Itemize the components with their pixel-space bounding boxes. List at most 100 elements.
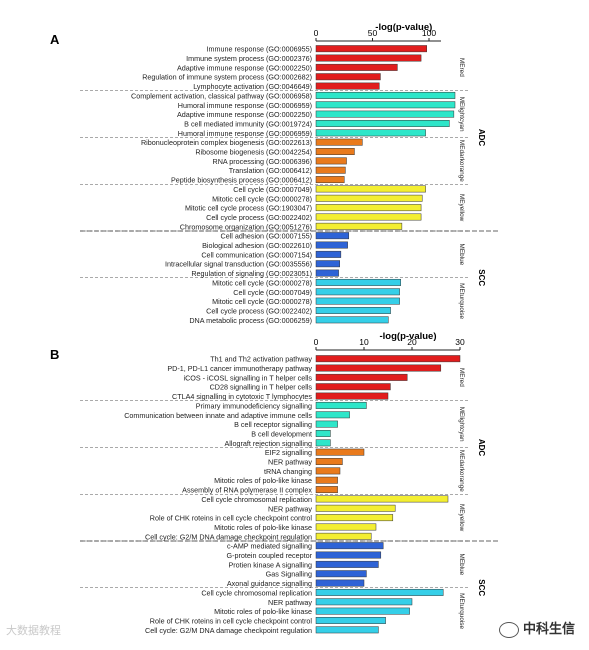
- term-label: Cell cycle (GO:0007049): [233, 185, 312, 194]
- term-label: B cell receptor signalling: [234, 420, 312, 429]
- x-axis-label: -log(p-value): [380, 331, 437, 342]
- term-label: Regulation of signaling (GO:0023051): [191, 269, 312, 278]
- bar: [315, 383, 391, 391]
- term-label: Cell cycle process (GO:0022402): [206, 213, 312, 222]
- bar: [315, 626, 379, 634]
- bar: [315, 91, 456, 99]
- term-label: Role of CHK roteins in cell cycle checkp…: [150, 514, 313, 523]
- term-label: Translation (GO:0006412): [229, 166, 312, 175]
- bar: [315, 82, 380, 90]
- watermark-right: 中科生信: [498, 618, 575, 638]
- module-label: MEyellow: [458, 194, 465, 222]
- bar: [315, 355, 461, 363]
- watermark-right-text: 中科生信: [522, 622, 575, 637]
- term-label: Mitotic cell cycle (GO:0000278): [212, 297, 312, 306]
- bar: [315, 129, 426, 137]
- term-label: Chromosome organization (GO:0051276): [180, 222, 312, 231]
- bar: [315, 570, 367, 578]
- bar: [315, 532, 372, 540]
- term-label: Primary immunodeficiency signalling: [196, 401, 312, 410]
- bar: [315, 194, 423, 202]
- watermark-left: 大数据教程: [6, 624, 61, 637]
- module-label: MEyellow: [458, 504, 465, 532]
- term-label: tRNA changing: [264, 467, 312, 476]
- bar: [315, 148, 355, 155]
- term-label: Mitotic cell cycle (GO:0000278): [212, 278, 312, 287]
- subtype-label: SCC: [477, 269, 486, 286]
- term-label: Mitotic roles of polo-like kinase: [214, 523, 312, 532]
- term-label: Communication between innate and adaptiv…: [124, 411, 312, 420]
- term-label: Regulation of immune system process (GO:…: [142, 73, 312, 82]
- term-label: Cell cycle chromosomal replication: [201, 588, 312, 597]
- subtype-label: ADC: [477, 129, 486, 147]
- bar: [315, 316, 389, 324]
- module-label: MEred: [458, 58, 465, 77]
- term-label: CTLA4 signalling in cytotoxic T lymphocy…: [172, 392, 312, 401]
- bar: [315, 73, 381, 81]
- bar: [315, 63, 398, 71]
- module-label: MEturquoise: [458, 593, 465, 629]
- term-label: NER pathway: [268, 598, 312, 607]
- module-label: MEturquoise: [458, 283, 465, 319]
- bar: [315, 448, 365, 456]
- term-label: NER pathway: [268, 504, 312, 513]
- bar: [315, 430, 331, 437]
- term-label: Ribosome biogenesis (GO:0042254): [195, 148, 312, 157]
- bar: [315, 420, 338, 428]
- bar: [315, 166, 346, 174]
- bar: [315, 495, 449, 503]
- bar: [315, 551, 382, 559]
- bar: [315, 579, 365, 587]
- term-label: Ribonucleoprotein complex biogenesis (GO…: [141, 138, 312, 147]
- bar: [315, 467, 341, 475]
- bar: [315, 54, 422, 62]
- bar: [315, 588, 444, 596]
- term-label: Cell communication (GO:0007154): [201, 250, 312, 259]
- bar: [315, 213, 422, 221]
- bar: [315, 307, 391, 314]
- term-label: Humoral immune response (GO:0006959): [178, 101, 312, 110]
- bar: [315, 288, 400, 296]
- term-label: Intracellular signal transduction (GO:00…: [165, 260, 312, 269]
- bar: [315, 232, 350, 240]
- subtype-label: SCC: [477, 579, 486, 596]
- bar: [315, 110, 455, 118]
- module-label: MEblue: [458, 244, 465, 266]
- bar: [315, 269, 339, 277]
- term-label: Peptide biosynthesis process (GO:0006412…: [171, 176, 312, 185]
- bar: [315, 514, 394, 522]
- module-label: MEblue: [458, 554, 465, 576]
- panel-label: A: [50, 32, 60, 47]
- bar: [315, 250, 342, 258]
- term-label: Adaptive immune response (GO:0002250): [177, 110, 312, 119]
- bar: [315, 364, 442, 372]
- bar: [315, 439, 331, 447]
- term-label: Mitotic cell cycle process (GO:1903047): [185, 204, 312, 213]
- term-label: Humoral immune response (GO:0006959): [178, 129, 312, 138]
- term-label: Allograft rejection signalling: [225, 439, 313, 448]
- x-tick-label: 50: [368, 28, 378, 38]
- term-label: Immune system process (GO:0002376): [186, 54, 312, 63]
- panel-label: B: [50, 347, 59, 362]
- term-label: Th1 and Th2 activation pathway: [210, 355, 312, 364]
- term-label: Immune response (GO:0006955): [207, 45, 312, 54]
- x-tick-label: 30: [455, 337, 465, 347]
- bar: [315, 392, 389, 400]
- term-label: RNA processing (GO:0006396): [213, 157, 312, 166]
- bar: [315, 222, 403, 230]
- module-label: MElightcyan: [458, 97, 465, 132]
- term-label: Role of CHK roteins in cell cycle checkp…: [150, 616, 313, 625]
- bar: [315, 458, 343, 465]
- bar: [315, 486, 338, 494]
- bar: [315, 607, 410, 615]
- x-axis-label: -log(p-value): [375, 22, 432, 33]
- term-label: Adaptive immune response (GO:0002250): [177, 63, 312, 72]
- term-label: Cell cycle (GO:0007049): [233, 288, 312, 297]
- term-label: Protien kinase A signalling: [228, 560, 312, 569]
- term-label: DNA metabolic process (GO:0006259): [189, 316, 312, 325]
- bar: [315, 278, 401, 286]
- x-tick-label: 100: [422, 28, 436, 38]
- bar: [315, 260, 340, 268]
